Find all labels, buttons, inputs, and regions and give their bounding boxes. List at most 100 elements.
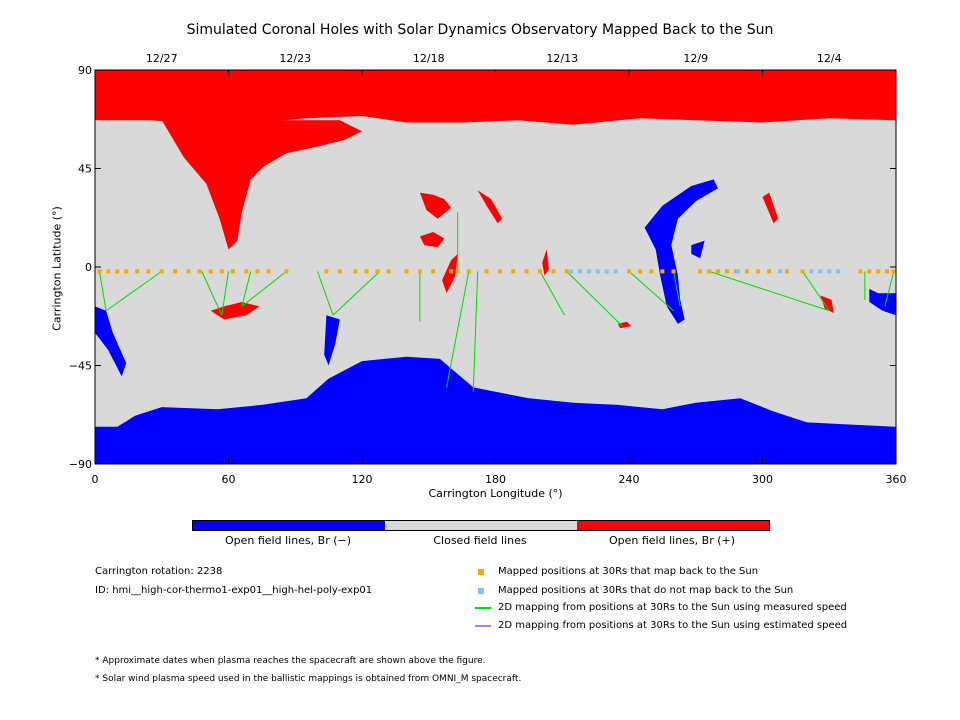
mapping-line-4: [241, 271, 252, 307]
mapping-line-14: [628, 271, 674, 312]
mapped-point-43: [716, 269, 720, 274]
y-tick-label-4: −90: [69, 458, 92, 471]
colorbar: [192, 520, 770, 531]
mapping-line-6: [317, 271, 334, 316]
colorbar-label-negative: Open field lines, Br (−): [224, 534, 352, 547]
x-axis-title: Carrington Longitude (°): [428, 487, 563, 500]
legend-mapped-label: Mapped positions at 30Rs that map back t…: [498, 566, 759, 577]
negative-patch-355: [869, 288, 896, 316]
mapping-line-5: [241, 270, 287, 307]
mapped-point-14: [255, 269, 260, 274]
mapped-point-12: [230, 269, 235, 274]
positive-patch-330: [820, 295, 834, 313]
not-mapped-point-7: [778, 269, 783, 274]
colorbar-label-closed: Closed field lines: [433, 534, 527, 547]
legend-estimated-swatch: [475, 625, 491, 627]
mapped-point-42: [707, 269, 712, 274]
mapped-point-17: [324, 269, 329, 274]
legend-measured-swatch: [475, 607, 491, 609]
negative-patch-left: [95, 306, 127, 377]
mapped-point-0: [97, 269, 102, 274]
mapped-point-3: [124, 269, 129, 274]
mapped-point-26: [449, 269, 453, 274]
positive-patch-150: [419, 192, 451, 219]
mapped-point-31: [511, 269, 516, 274]
mapped-point-15: [266, 269, 271, 274]
mapped-point-16: [284, 269, 289, 274]
mapped-point-19: [353, 269, 358, 274]
x-tick-label-1: 60: [222, 473, 236, 486]
mapping-line-16: [708, 270, 830, 312]
mapped-point-7: [173, 269, 178, 274]
mapped-point-46: [744, 269, 749, 274]
mapping-line-12: [539, 271, 565, 316]
mapped-point-13: [244, 269, 249, 274]
mapping-line-17: [802, 271, 830, 312]
legend-not-mapped-swatch: [478, 588, 484, 594]
mapped-point-50: [800, 269, 805, 274]
not-mapped-point-3: [595, 269, 600, 274]
mapped-point-30: [497, 269, 502, 274]
top-date-label-3: 12/13: [546, 52, 578, 65]
negative-patch-260: [644, 179, 718, 324]
top-date-label-5: 12/4: [817, 52, 842, 65]
mapped-point-37: [638, 269, 643, 274]
mapped-point-1: [106, 269, 111, 274]
mapped-point-39: [660, 269, 665, 274]
mapped-point-45: [733, 269, 738, 274]
colorbar-negative: [193, 521, 385, 530]
x-tick-label-2: 120: [352, 473, 373, 486]
mapped-point-28: [466, 269, 471, 274]
not-mapped-point-1: [578, 269, 583, 274]
not-mapped-point-5: [613, 269, 618, 274]
mapped-point-21: [375, 269, 380, 274]
top-date-label-1: 12/23: [279, 52, 311, 65]
mapped-point-23: [404, 269, 409, 274]
mapped-point-11: [219, 269, 224, 274]
mapped-point-27: [455, 269, 460, 274]
mapping-line-2: [201, 271, 223, 316]
colorbar-closed: [385, 521, 577, 530]
not-mapped-point-0: [569, 269, 574, 274]
mapped-point-41: [698, 269, 703, 274]
legend-not-mapped-label: Mapped positions at 30Rs that do not map…: [498, 585, 794, 596]
not-mapped-point-10: [827, 269, 832, 274]
page-title: Simulated Coronal Holes with Solar Dynam…: [186, 22, 774, 38]
negative-patch-270: [691, 240, 705, 259]
mapped-point-18: [337, 269, 342, 274]
mapped-point-52: [867, 269, 872, 274]
positive-patch-303: [762, 192, 779, 224]
mapped-point-51: [858, 269, 863, 274]
mapped-point-32: [524, 269, 529, 274]
mapping-line-19: [884, 271, 895, 307]
mapped-point-49: [784, 269, 789, 274]
x-tick-label-6: 360: [886, 473, 907, 486]
colorbar-positive: [577, 521, 769, 530]
mapped-point-20: [364, 269, 369, 274]
mapping-line-11: [472, 271, 479, 392]
mapped-point-10: [208, 269, 213, 274]
mapped-point-54: [885, 269, 890, 274]
positive-patch-202: [542, 249, 549, 276]
mapping-line-1: [105, 270, 163, 312]
mapped-point-38: [649, 269, 654, 274]
mapped-point-29: [484, 269, 489, 274]
mapped-point-8: [186, 269, 191, 274]
not-mapped-point-2: [586, 269, 591, 274]
mapped-point-53: [876, 269, 881, 274]
mapping-line-10: [446, 271, 470, 388]
x-tick-label-5: 300: [752, 473, 773, 486]
top-date-label-2: 12/18: [413, 52, 445, 65]
x-tick-label-4: 240: [619, 473, 640, 486]
mapped-point-55: [891, 269, 896, 274]
mapped-point-34: [551, 269, 556, 274]
legend-estimated-label: 2D mapping from positions at 30Rs to the…: [498, 620, 848, 631]
mapped-point-36: [627, 269, 631, 274]
mapped-point-47: [756, 269, 761, 274]
carrington-rotation: Carrington rotation: 2238: [95, 566, 223, 577]
x-tick-label-0: 0: [92, 473, 99, 486]
top-date-label-4: 12/9: [683, 52, 708, 65]
mapped-point-24: [417, 269, 422, 274]
positive-patch-60s: [210, 302, 260, 320]
legend-measured-label: 2D mapping from positions at 30Rs to the…: [498, 602, 847, 613]
